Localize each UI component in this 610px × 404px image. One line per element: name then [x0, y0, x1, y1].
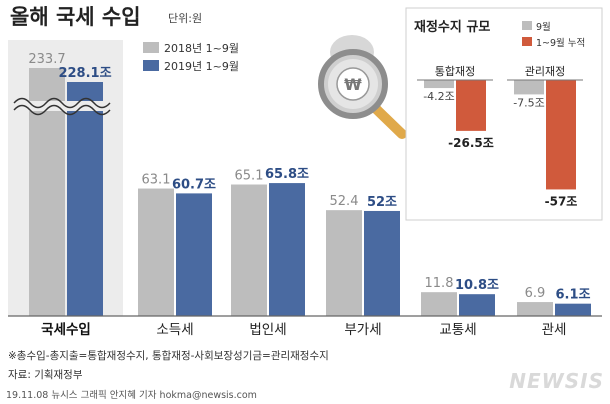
brand-watermark: NEWSIS [509, 369, 604, 393]
inset-value-9m-1: -7.5조 [513, 96, 545, 109]
axis-break-mark-2 [13, 104, 111, 116]
value-label-2018-2: 65.1 [235, 168, 264, 183]
inset-category-1: 관리재정 [525, 65, 565, 78]
bar-2018-2 [231, 184, 267, 316]
value-label-2018-0: 233.7 [28, 52, 65, 67]
page-title: 올해 국세 수입 [10, 5, 141, 29]
category-label-4: 교통세 [439, 322, 476, 338]
credit-line: 19.11.08 뉴시스 그래픽 안지혜 기자 hokma@newsis.com [6, 389, 257, 401]
unit-label: 단위:원 [168, 12, 202, 25]
legend-swatch-2018 [143, 42, 159, 53]
inset-title: 재정수지 규모 [414, 19, 490, 35]
category-label-2: 법인세 [249, 322, 286, 338]
highlight-column [8, 40, 123, 316]
bar-2019-0 [67, 82, 103, 316]
bar-2018-5 [517, 302, 553, 316]
value-label-2019-3: 52조 [367, 195, 397, 210]
category-label-0: 국세수입 [41, 322, 91, 338]
inset-legend-swatch-ytd [522, 37, 532, 46]
value-label-2018-1: 63.1 [142, 173, 171, 188]
inset-value-ytd-0: -26.5조 [448, 136, 494, 150]
magnifier-won-icon: ₩ [318, 35, 407, 139]
value-label-2019-2: 65.8조 [265, 167, 309, 182]
inset-bar-9m-0 [424, 80, 454, 89]
inset-legend-swatch-9m [522, 21, 532, 30]
value-label-2019-1: 60.7조 [172, 177, 216, 192]
bar-2018-1 [138, 188, 174, 316]
inset-category-0: 통합재정 [435, 65, 475, 78]
bar-2019-3 [364, 210, 400, 316]
inset-bar-ytd-1 [546, 80, 576, 190]
footnote: ※총수입-총지출=통합재정수지, 통합재정-사회보장성기금=관리재정수지 [8, 349, 329, 362]
value-label-2019-4: 10.8조 [455, 278, 499, 293]
fiscal-balance-inset: 재정수지 규모 9월 1~9월 누적 통합재정 -4.2조 -26.5조 관리재정 -7… [405, 7, 603, 221]
category-label-1: 소득세 [156, 322, 193, 338]
bar-2019-2 [269, 183, 305, 316]
legend-swatch-2019 [143, 60, 159, 71]
bar-2019-5 [555, 303, 591, 316]
inset-bars-group: 통합재정 -4.2조 -26.5조 관리재정 -7.5조 -57조 [417, 65, 583, 208]
value-label-2018-5: 6.9 [525, 286, 546, 301]
inset-bar-ytd-0 [456, 80, 486, 131]
inset-bar-9m-1 [514, 80, 544, 95]
category-labels: 국세수입 소득세 법인세 부가세 교통세 관세 [41, 322, 566, 338]
category-label-3: 부가세 [344, 322, 381, 338]
source-note: 자료: 기획재정부 [8, 369, 83, 381]
bar-2019-4 [459, 294, 495, 316]
inset-legend-9m: 9월 [536, 21, 551, 33]
inset-legend-ytd: 1~9월 누적 [536, 37, 585, 49]
value-label-2018-3: 52.4 [330, 194, 359, 209]
value-label-2018-4: 11.8 [425, 276, 454, 291]
value-label-2019-5: 6.1조 [556, 288, 591, 303]
won-symbol: ₩ [344, 75, 362, 94]
inset-value-ytd-1: -57조 [545, 194, 578, 208]
bar-2018-3 [326, 210, 362, 316]
legend-label-2018: 2018년 1~9월 [164, 42, 239, 55]
value-label-2019-0: 228.1조 [58, 66, 111, 81]
bar-2019-1 [176, 193, 212, 316]
legend-label-2019: 2019년 1~9월 [164, 60, 239, 73]
axis-break-mark [13, 97, 111, 109]
inset-value-9m-0: -4.2조 [423, 90, 455, 103]
category-label-5: 관세 [542, 322, 567, 338]
bar-2018-4 [421, 292, 457, 316]
